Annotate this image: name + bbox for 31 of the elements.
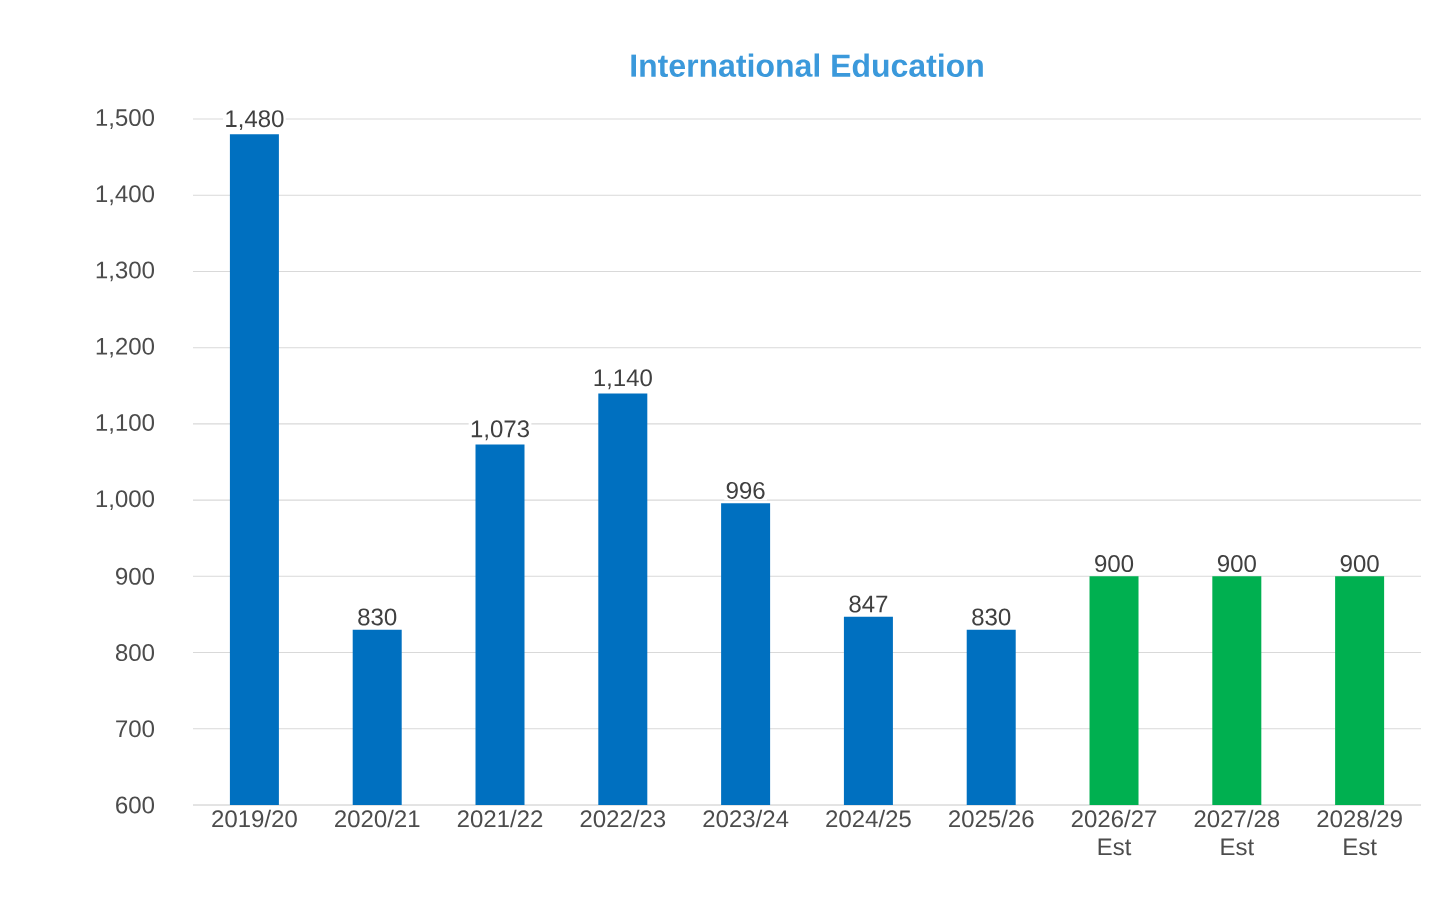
x-tick-label: 2023/24 xyxy=(703,809,789,828)
y-tick-label: 1,400 xyxy=(96,185,155,206)
y-tick-label: 1,100 xyxy=(96,413,155,434)
x-tick-label: 2019/20 xyxy=(212,809,297,828)
data-label: 1,480 xyxy=(226,110,284,130)
y-tick-label: 700 xyxy=(116,720,155,738)
y-tick-label: 1,200 xyxy=(96,337,155,358)
data-label: 996 xyxy=(726,481,765,499)
x-tick-label: 2027/28 Est xyxy=(1194,809,1280,856)
data-label: 900 xyxy=(1095,555,1134,573)
x-tick-label: 2026/27 Est xyxy=(1071,809,1157,856)
x-tick-label: 2022/23 xyxy=(580,809,666,828)
x-tick-label: 2028/29 Est xyxy=(1317,809,1402,856)
x-tick-label: 2021/22 xyxy=(457,809,543,828)
y-tick-label: 800 xyxy=(115,644,155,662)
data-label: 830 xyxy=(972,608,1011,626)
data-label: 847 xyxy=(849,595,888,613)
x-tick-label: 2025/26 xyxy=(949,809,1034,828)
x-tick-label: 2024/25 xyxy=(826,809,911,828)
x-tick-label: 2020/21 xyxy=(335,809,420,828)
data-label: 1,140 xyxy=(594,369,652,390)
data-label: 900 xyxy=(1217,555,1256,573)
y-tick-label: 1,300 xyxy=(96,261,155,282)
y-tick-label: 600 xyxy=(116,796,155,814)
y-tick-label: 900 xyxy=(116,567,155,585)
chart-title: International Education xyxy=(631,53,983,77)
data-label: 900 xyxy=(1340,555,1379,573)
y-tick-label: 1,500 xyxy=(96,109,155,129)
data-label: 1,073 xyxy=(471,420,529,441)
data-label: 830 xyxy=(358,608,397,626)
y-tick-label: 1,000 xyxy=(96,490,155,511)
